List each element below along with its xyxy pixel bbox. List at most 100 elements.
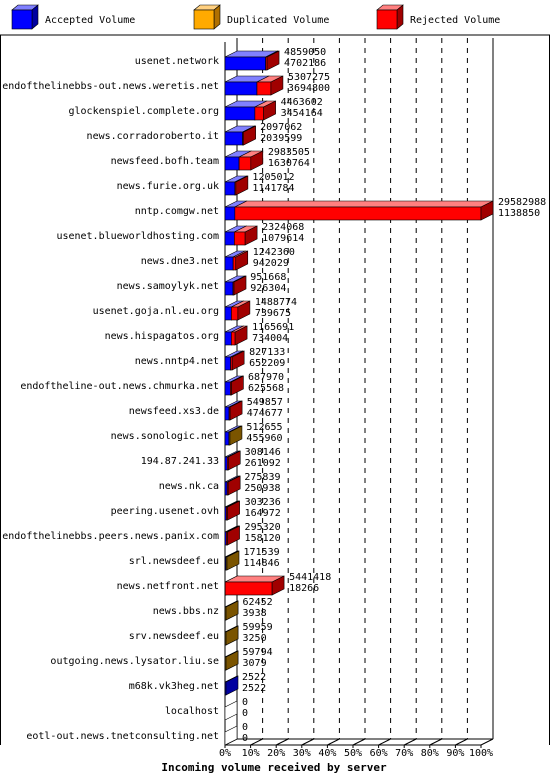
x-tick-mark <box>250 738 263 746</box>
server-label: news.nk.ca <box>159 481 219 492</box>
empty-bar <box>224 725 238 746</box>
plot-area: 0% 10% 20% 30% 40% 50% 60% 70% 80% 90% 100% usenet.… <box>2 38 546 759</box>
server-label: news.samoylyk.net <box>117 281 219 292</box>
server-label: newsfeed.bofh.team <box>111 156 219 167</box>
total-value-label: 2983505 <box>268 147 310 158</box>
bar-accepted <box>224 456 228 471</box>
server-label: 194.87.241.33 <box>141 456 219 467</box>
x-tick-mark <box>327 738 340 746</box>
accepted-value-label: 739675 <box>255 308 291 319</box>
legend-label-duplicated: Duplicated Volume <box>227 15 329 26</box>
bar-rejected-side <box>243 125 256 146</box>
x-tick-label: 10% <box>242 748 260 759</box>
server-label: localhost <box>165 706 219 717</box>
x-tick-label: 70% <box>395 748 413 759</box>
bar-rejected-side <box>270 75 284 96</box>
accepted-value-label: 625568 <box>248 383 284 394</box>
bar-rejected-side <box>227 525 240 546</box>
total-value-label: 275839 <box>244 472 280 483</box>
total-value-label: 0 <box>242 697 248 708</box>
total-value-label: 303236 <box>245 497 281 508</box>
server-label: srl.newsdeef.eu <box>129 556 219 567</box>
server-label: news.nntp4.net <box>135 356 219 367</box>
bar-accepted <box>224 281 234 296</box>
accepted-value-label: 18266 <box>289 583 319 594</box>
x-tick-label: 60% <box>370 748 388 759</box>
accepted-value-label: 926304 <box>250 283 286 294</box>
server-label: nntp.comgw.net <box>135 206 219 217</box>
accepted-value-label: 474677 <box>247 408 283 419</box>
accepted-value-label: 0 <box>242 708 248 719</box>
bar-rejected-top <box>234 200 494 208</box>
total-value-label: 59959 <box>243 622 273 633</box>
server-label: srv.newsdeef.eu <box>129 631 219 642</box>
total-value-label: 512655 <box>246 422 282 433</box>
accepted-value-label: 0 <box>242 733 248 744</box>
server-label: outgoing.news.lysator.liu.se <box>50 656 219 667</box>
bar-duplicated-side <box>225 600 239 621</box>
bar-rejected <box>238 156 252 171</box>
total-value-label: 549857 <box>247 397 283 408</box>
bar-rejected-side <box>237 300 251 321</box>
total-value-label: 1165691 <box>252 322 294 333</box>
server-label: m68k.vk3heg.net <box>129 681 219 692</box>
total-value-label: 29582988 <box>498 197 546 208</box>
bar-rejected-side <box>271 575 285 596</box>
bar-rejected <box>234 231 246 246</box>
total-value-label: 1205012 <box>252 172 294 183</box>
bar-rejected-side <box>227 450 241 471</box>
bar-rejected-side <box>234 325 248 346</box>
total-value-label: 951668 <box>250 272 286 283</box>
accepted-value-label: 4702186 <box>284 58 326 69</box>
server-label: usenet.network <box>135 56 219 67</box>
total-value-label: 0 <box>242 722 248 733</box>
bar-rejected-side <box>235 175 249 196</box>
bar-accepted <box>224 356 231 371</box>
legend-item-duplicated: Duplicated Volume <box>193 4 329 30</box>
bar-rejected-side <box>266 50 280 71</box>
bar-rejected-side <box>480 200 494 221</box>
accepted-value-label: 1138850 <box>498 208 540 219</box>
bar-rejected-side <box>233 275 247 296</box>
bar-rejected <box>254 106 264 121</box>
x-tick-mark <box>378 738 391 746</box>
total-value-label: 308146 <box>245 447 281 458</box>
x-tick-label: 40% <box>318 748 336 759</box>
legend-label-accepted: Accepted Volume <box>45 15 135 26</box>
x-tick-label: 30% <box>293 748 311 759</box>
bar-rejected-side <box>229 400 243 421</box>
total-value-label: 295320 <box>245 522 281 533</box>
server-label: glockenspiel.complete.org <box>68 106 219 117</box>
x-tick-label: 50% <box>344 748 362 759</box>
bar-rejected-side <box>244 225 258 246</box>
bar-accepted <box>224 56 266 71</box>
accepted-value-label: 734004 <box>252 333 288 344</box>
total-value-label: 171539 <box>243 547 279 558</box>
accepted-value-label: 164972 <box>245 508 281 519</box>
server-label: news.furie.org.uk <box>117 181 219 192</box>
bar-duplicated-side <box>229 425 243 446</box>
bar-accepted-side <box>225 675 239 696</box>
accepted-value-label: 114846 <box>243 558 279 569</box>
server-label: peering.usenet.ovh <box>111 506 219 517</box>
bar-accepted <box>224 181 236 196</box>
x-tick-label: 100% <box>469 748 493 759</box>
accepted-value-label: 1630764 <box>268 158 310 169</box>
bar-rejected-side <box>250 150 264 171</box>
bar-rejected-side <box>227 500 240 521</box>
total-value-label: 827133 <box>249 347 285 358</box>
accepted-value-label: 942029 <box>253 258 289 269</box>
bar-rejected <box>232 256 237 271</box>
bar-accepted <box>224 156 240 171</box>
legend-label-rejected: Rejected Volume <box>410 15 500 26</box>
empty-bar <box>224 700 238 721</box>
bar-rejected-side <box>227 475 241 496</box>
accepted-value-label: 3250 <box>243 633 267 644</box>
accepted-value-label: 2522 <box>242 683 266 694</box>
bar-accepted <box>224 206 236 221</box>
bar-rejected <box>231 331 236 346</box>
server-label: endofthelinebbs.peers.news.panix.com <box>2 531 219 542</box>
accepted-value-label: 261092 <box>245 458 281 469</box>
x-tick-mark <box>301 738 315 746</box>
